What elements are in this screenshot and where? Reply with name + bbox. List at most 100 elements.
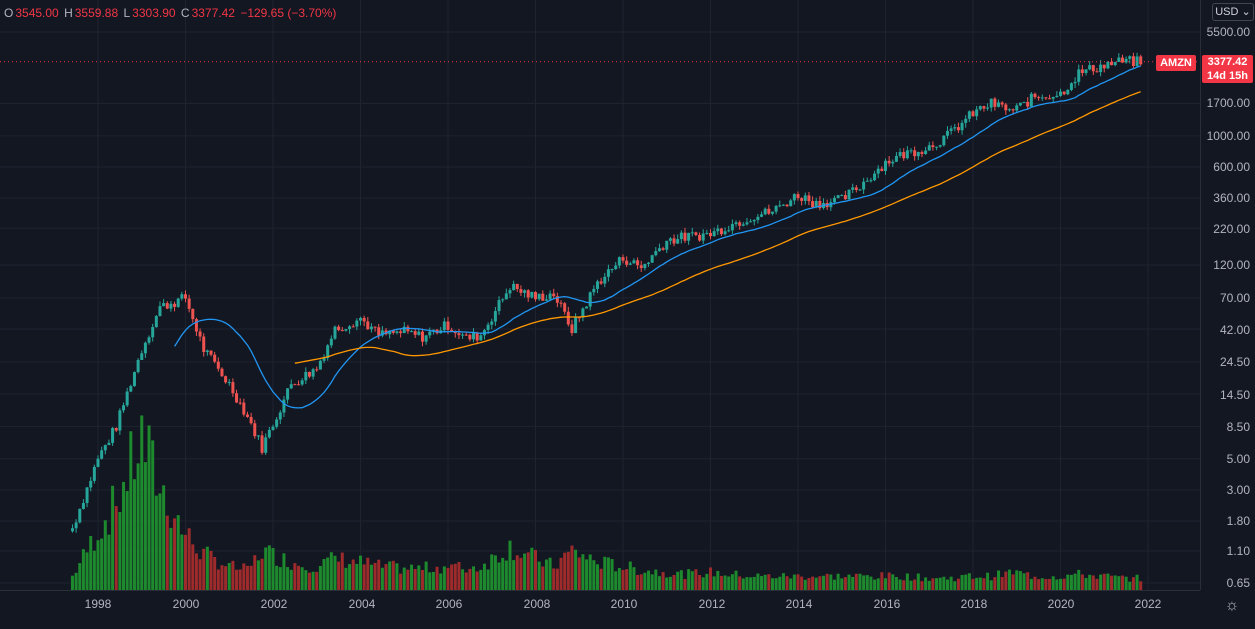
candle-body xyxy=(851,187,855,190)
candle-body xyxy=(424,335,428,342)
time-tick: 2008 xyxy=(523,597,551,611)
volume-bar xyxy=(927,580,931,590)
volume-bar xyxy=(541,566,545,590)
candle-body xyxy=(931,145,935,148)
volume-bar xyxy=(632,567,636,590)
chart-pane[interactable]: O 3545.00 H 3559.88 L 3303.90 C 3377.42 −129… xyxy=(0,0,1200,590)
candle-body xyxy=(508,290,512,294)
volume-bar xyxy=(617,568,621,590)
volume-bar xyxy=(807,577,811,590)
candle-body xyxy=(136,359,140,373)
candle-body xyxy=(898,152,902,156)
volume-bar xyxy=(293,563,297,590)
candle-body xyxy=(315,369,319,371)
volume-bar xyxy=(410,564,414,590)
candle-body xyxy=(107,442,111,446)
volume-bar xyxy=(1113,575,1117,590)
currency-label: USD xyxy=(1215,6,1239,18)
volume-bar xyxy=(902,580,906,590)
candle-body xyxy=(588,292,592,307)
volume-bar xyxy=(209,550,213,590)
volume-bar xyxy=(767,574,771,590)
candle-body xyxy=(1073,81,1077,84)
volume-bar xyxy=(552,568,556,590)
volume-bar xyxy=(534,549,537,590)
candle-body xyxy=(318,360,322,370)
candle-body xyxy=(730,224,734,231)
volume-bar xyxy=(1128,581,1132,590)
volume-bar xyxy=(559,557,563,590)
settings-gear-icon[interactable]: ☼ xyxy=(1224,597,1240,614)
candle-body xyxy=(832,197,836,203)
volume-bar xyxy=(1110,575,1114,590)
volume-bar xyxy=(311,571,315,590)
volume-bar xyxy=(1095,578,1099,590)
candle-body xyxy=(847,189,851,200)
volume-bar xyxy=(876,578,880,590)
volume-bar xyxy=(625,569,629,590)
time-axis[interactable]: 1998 2000 2002 2004 2006 2008 2010 2012 … xyxy=(0,590,1200,629)
volume-bar xyxy=(595,564,599,590)
volume-bar xyxy=(282,553,286,590)
candle-body xyxy=(727,230,731,232)
candle-body xyxy=(887,160,891,164)
volume-bar xyxy=(811,576,815,590)
volume-bar xyxy=(249,565,253,590)
volume-bar xyxy=(1029,578,1033,590)
candle-body xyxy=(654,251,658,256)
volume-bar xyxy=(238,569,242,590)
volume-bar xyxy=(530,547,534,590)
price-chart[interactable] xyxy=(0,0,1200,590)
candle-body xyxy=(100,450,104,459)
candle-body xyxy=(1048,98,1052,100)
candle-body xyxy=(278,412,282,420)
candle-body xyxy=(519,289,523,293)
volume-bar xyxy=(85,552,89,590)
volume-bar xyxy=(818,576,822,590)
volume-bar xyxy=(544,559,548,590)
volume-bar xyxy=(770,578,774,590)
candle-body xyxy=(971,111,975,117)
candle-body xyxy=(242,402,246,415)
volume-bar xyxy=(913,579,917,590)
candle-body xyxy=(760,214,764,217)
candle-body xyxy=(1099,64,1103,73)
price-tick: 1700.00 xyxy=(1206,96,1250,110)
volume-bar xyxy=(114,506,118,590)
high-key: H xyxy=(64,6,73,20)
volume-bar xyxy=(964,574,968,590)
volume-bar xyxy=(709,567,712,590)
candle-body xyxy=(457,333,461,336)
candle-body xyxy=(876,168,880,174)
volume-bar xyxy=(267,545,271,590)
volume-bar xyxy=(111,485,115,590)
candle-body xyxy=(399,331,403,334)
candle-body xyxy=(184,294,187,299)
time-tick: 2002 xyxy=(260,597,288,611)
candle-body xyxy=(534,291,537,300)
volume-bar xyxy=(158,493,162,590)
candle-body xyxy=(187,298,191,309)
candle-body xyxy=(1120,57,1124,63)
candle-body xyxy=(719,228,723,235)
volume-bar xyxy=(585,559,589,590)
price-tick: 1.10 xyxy=(1226,544,1250,558)
candle-body xyxy=(224,376,228,383)
volume-bar xyxy=(803,579,807,590)
candle-body xyxy=(738,222,742,226)
candle-body xyxy=(410,331,414,333)
candle-body xyxy=(574,317,578,334)
volume-bar xyxy=(286,567,290,590)
currency-select[interactable]: USD ⌄ xyxy=(1212,3,1254,21)
volume-bar xyxy=(337,561,341,590)
candle-body xyxy=(756,216,760,221)
volume-bar xyxy=(829,574,833,590)
candle-body xyxy=(468,334,472,340)
candle-body xyxy=(322,358,326,361)
time-tick: 2020 xyxy=(1047,597,1075,611)
price-axis[interactable]: USD ⌄ 5500.00 1700.00 1000.00 600.00 360… xyxy=(1200,0,1255,590)
volume-bar xyxy=(457,561,461,590)
volume-bar xyxy=(519,557,523,590)
volume-bar xyxy=(865,575,869,590)
candle-body xyxy=(1055,95,1059,97)
